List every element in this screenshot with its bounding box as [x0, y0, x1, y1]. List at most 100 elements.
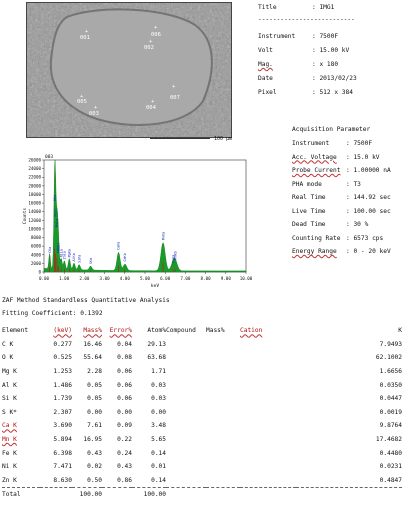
x-tick-label-2: 2.00 [79, 276, 90, 281]
table-row-cell-8: 0.4480 [379, 449, 402, 457]
table-row-cell-0: Si K [2, 395, 17, 403]
y-tick-label-0: 0 [38, 270, 41, 275]
table-row-cell-4: 0.14 [151, 476, 166, 484]
x-tick-label-4: 4.00 [120, 276, 131, 281]
peak-label-8: MgKa [68, 249, 72, 257]
table-row-cell-0: Mn K [2, 436, 17, 444]
table-row-cell-7 [240, 433, 296, 447]
x-tick-label-8: 8.00 [201, 276, 212, 281]
sem-micrograph: + 001 + 002 + 003 + 004 + 005 + 006 + 00… [26, 2, 232, 138]
table-row: Si K 1.739 0.05 0.06 0.03 0.0447 [2, 392, 402, 406]
table-row-cell-2: 7.61 [87, 422, 102, 430]
point-004: + [151, 99, 155, 105]
acq-value-5: : 100.00 sec [346, 207, 391, 215]
table-total-row-cell-5 [166, 487, 206, 502]
table-row-cell-1: 1.253 [53, 368, 72, 376]
y-tick-label-7: 14000 [28, 209, 41, 214]
acq-value-6: : 30 % [346, 221, 369, 228]
table-total-row-cell-4: 100.00 [132, 487, 166, 502]
peak-label-5: FeLa [57, 245, 61, 253]
table-row-cell-3: 0.86 [117, 476, 132, 484]
table-row-cell-1: 7.471 [53, 463, 72, 471]
table-row-cell-2: 0.00 [87, 408, 102, 416]
table-row-cell-3: 0.00 [117, 408, 132, 416]
scale-bar [150, 138, 210, 139]
table-row-cell-4: 0.03 [151, 395, 166, 403]
table-row-cell-1: 1.739 [53, 395, 72, 403]
table-row-cell-0: Mg K [2, 368, 17, 376]
table-row-cell-4: 1.71 [151, 368, 166, 376]
table-row-cell-4: 0.00 [151, 408, 166, 416]
peak-label-16: FeKa [171, 255, 175, 263]
table-row: Zn K 8.630 0.50 0.86 0.14 0.4847 [2, 474, 402, 488]
peak-label-15: MnKb [173, 251, 177, 259]
x-tick-label-9: 9.00 [221, 276, 232, 281]
table-row-cell-7 [240, 351, 296, 365]
x-axis-label: keV [151, 283, 159, 289]
table-row: Ni K 7.471 0.02 0.43 0.01 0.0231 [2, 460, 402, 474]
table-row-cell-1: 2.307 [53, 408, 72, 416]
table-row: Fe K 6.398 0.43 0.24 0.14 0.4480 [2, 446, 402, 460]
table-row-cell-6 [206, 406, 240, 420]
y-tick-label-12: 24000 [28, 166, 41, 171]
point-003-label: 003 [89, 111, 99, 117]
table-row-cell-3: 0.08 [117, 354, 132, 362]
info-volt-value: : 15.00 kV [312, 47, 350, 54]
table-row-cell-2: 0.02 [87, 463, 102, 471]
point-002: + [149, 39, 153, 45]
acq-label-3: PHA mode [292, 180, 322, 188]
table-row-cell-0: C K [2, 340, 14, 348]
table-total-row-cell-6 [206, 487, 240, 502]
table-row-cell-5 [166, 419, 206, 433]
table-row: O K 0.525 55.64 0.08 63.68 62.1002 [2, 351, 402, 365]
table-row-cell-4: 0.03 [151, 381, 166, 389]
x-tick-label-5: 5.00 [140, 276, 151, 281]
table-header-cell-2: Mass% [83, 327, 102, 335]
table-total-row-cell-7 [240, 487, 296, 502]
table-row-cell-8: 62.1002 [375, 354, 402, 362]
table-row: Mg K 1.253 2.28 0.06 1.71 1.6656 [2, 365, 402, 379]
title-label: Title [258, 4, 277, 11]
acq-value-4: : 144.92 sec [346, 194, 391, 201]
y-tick-label-2: 4000 [31, 252, 42, 257]
table-row-cell-3: 0.24 [117, 449, 132, 457]
x-tick-label-1: 1.00 [59, 276, 70, 281]
info-pixel-label: Pixel [258, 89, 277, 96]
acq-label-2: Probe Current [292, 167, 341, 174]
table-row-cell-3: 0.09 [117, 422, 132, 430]
table-row-cell-7 [240, 406, 296, 420]
y-tick-label-4: 8000 [31, 235, 42, 240]
table-row-cell-5 [166, 351, 206, 365]
table-header-cell-4: Atom% [147, 327, 166, 335]
acq-value-0: : 7500F [346, 140, 373, 147]
table-row-cell-7 [240, 446, 296, 460]
info-mag-value: : x 180 [312, 61, 339, 68]
table-total-row-cell-8 [296, 487, 402, 502]
table-row-cell-0: Al K [2, 381, 17, 389]
table-row-cell-6 [206, 460, 240, 474]
info-date-value: : 2013/02/23 [312, 75, 357, 82]
point-007: + [172, 84, 176, 90]
point-002-label: 002 [144, 45, 154, 51]
table-row-cell-0: Fe K [2, 449, 17, 457]
x-tick-label-10: 10.00 [240, 276, 253, 281]
spectrum-trace [43, 159, 247, 273]
scale-label: 100 µm [214, 136, 233, 142]
table-row-cell-4: 29.13 [147, 340, 166, 348]
peak-label-14: MnKa [161, 232, 165, 240]
info-instrument-value: : 7500F [312, 33, 339, 40]
table-row-cell-3: 0.04 [117, 340, 132, 348]
y-tick-label-1: 2000 [31, 261, 42, 266]
table-row-cell-6 [206, 474, 240, 488]
y-axis-label: Counts [22, 208, 28, 225]
acquisition-heading-text: Acquisition Parameter [292, 126, 371, 133]
table-row-cell-8: 0.4847 [379, 476, 402, 484]
peak-label-9: AlKa [72, 253, 76, 261]
peak-label-10: SiKa [77, 255, 81, 263]
table-row-cell-2: 0.05 [87, 395, 102, 403]
acq-label-4: Real Time [292, 194, 326, 201]
table-row-cell-5 [166, 433, 206, 447]
peak-label-11: SKa [89, 258, 93, 264]
fitting-line: Fitting Coefficient: 0.1392 [2, 310, 103, 317]
y-tick-label-11: 22000 [28, 175, 41, 180]
